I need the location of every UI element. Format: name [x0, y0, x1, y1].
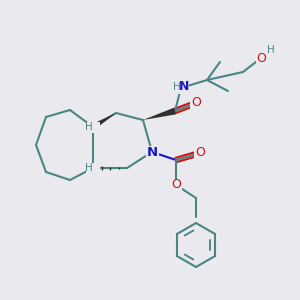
Bar [190, 98, 202, 109]
Text: O: O [191, 97, 201, 110]
Polygon shape [92, 113, 116, 130]
Bar [173, 82, 189, 94]
Text: H: H [267, 45, 275, 55]
Text: O: O [256, 52, 266, 64]
Bar [256, 53, 266, 63]
Text: N: N [179, 80, 189, 94]
Text: N: N [146, 146, 158, 158]
Bar [146, 146, 158, 158]
Text: H: H [85, 163, 93, 173]
Text: H: H [173, 82, 181, 92]
Text: H: H [85, 122, 93, 132]
Bar [86, 163, 100, 173]
Bar [86, 122, 100, 133]
Bar [170, 179, 182, 191]
Text: O: O [195, 146, 205, 160]
Text: O: O [171, 178, 181, 191]
Bar [194, 148, 206, 158]
Polygon shape [143, 108, 176, 120]
